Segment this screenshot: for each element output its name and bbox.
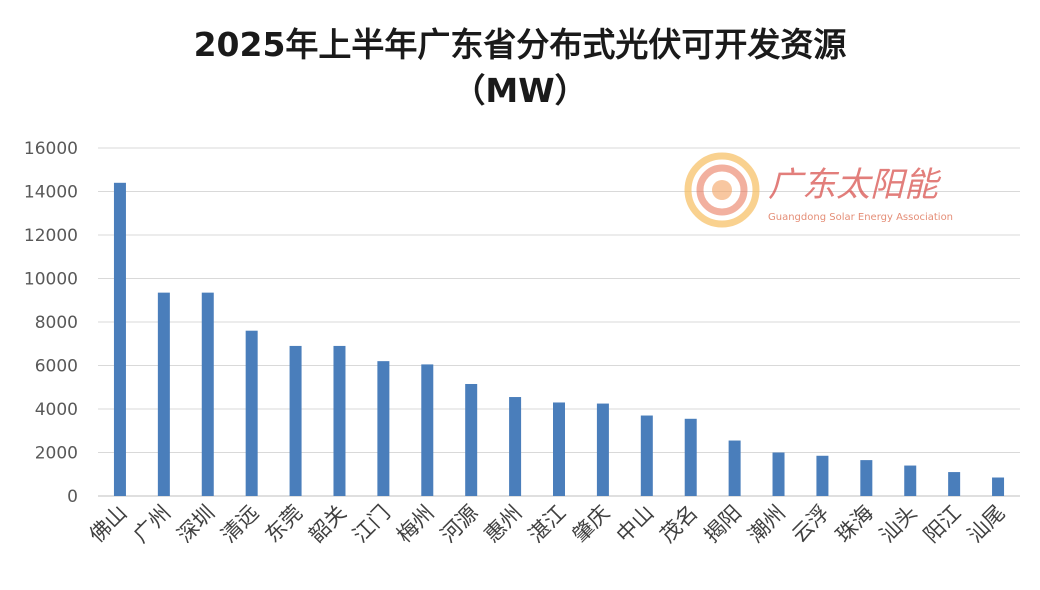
x-tick-label: 云浮 [787, 501, 834, 548]
bar-15 [772, 452, 785, 496]
x-tick-label: 佛山 [85, 501, 132, 548]
bar-8 [465, 383, 478, 496]
x-axis: 佛山广州深圳清远东莞韶关江门梅州河源惠州湛江肇庆中山茂名揭阳潮州云浮珠海汕头阳江… [85, 501, 1010, 548]
bar-1 [157, 292, 170, 496]
x-tick-label: 茂名 [656, 501, 703, 548]
x-tick-label: 潮州 [743, 501, 790, 548]
y-tick-label: 2000 [35, 444, 78, 464]
x-tick-label: 珠海 [831, 501, 878, 548]
x-tick-label: 韶关 [304, 501, 351, 548]
bar-11 [596, 403, 609, 496]
y-tick-label: 6000 [35, 357, 78, 377]
chart-title-line2: （MW） [452, 71, 588, 110]
x-tick-label: 河源 [436, 501, 483, 548]
bar-0 [113, 182, 126, 497]
bar-19 [948, 472, 961, 496]
x-tick-label: 江门 [348, 501, 395, 548]
bars [113, 182, 1005, 497]
y-tick-label: 14000 [24, 183, 78, 203]
x-tick-label: 中山 [612, 501, 659, 548]
bar-6 [377, 361, 390, 496]
bar-3 [245, 330, 258, 496]
x-tick-label: 汕尾 [963, 501, 1010, 548]
bar-7 [421, 364, 434, 496]
x-tick-label: 湛江 [524, 501, 571, 548]
bar-9 [509, 397, 522, 496]
y-tick-label: 4000 [35, 400, 78, 420]
y-tick-label: 0 [67, 487, 78, 507]
x-tick-label: 惠州 [480, 501, 527, 548]
bar-13 [684, 418, 697, 496]
bar-16 [816, 455, 829, 496]
x-tick-label: 肇庆 [568, 501, 615, 548]
x-tick-label: 揭阳 [699, 501, 746, 548]
x-tick-label: 阳江 [919, 501, 966, 548]
bar-20 [992, 477, 1005, 496]
x-tick-label: 广州 [129, 501, 176, 548]
y-tick-label: 12000 [24, 226, 78, 246]
bar-2 [201, 292, 214, 496]
y-tick-label: 8000 [35, 313, 78, 333]
x-tick-label: 梅州 [392, 501, 439, 548]
bar-4 [289, 345, 302, 496]
y-tick-label: 10000 [24, 270, 78, 290]
sun-logo-icon [684, 152, 760, 228]
y-axis: 0 2000 4000 6000 8000 10000 12000 14000 16000 [24, 139, 78, 507]
bar-10 [553, 402, 565, 496]
chart-title-line1: 2025年上半年广东省分布式光伏可开发资源 [193, 25, 847, 64]
watermark-logo: 广东太阳能 Guangdong Solar Energy Association [684, 152, 953, 228]
watermark-subtitle: Guangdong Solar Energy Association [768, 212, 953, 223]
bar-12 [640, 415, 653, 496]
x-tick-label: 深圳 [173, 501, 220, 548]
bar-17 [860, 460, 873, 496]
x-tick-label: 汕头 [875, 501, 922, 548]
x-tick-label: 清远 [217, 501, 264, 548]
x-tick-label: 东莞 [260, 501, 307, 548]
watermark-name: 广东太阳能 [768, 165, 942, 205]
bar-18 [904, 465, 917, 496]
bar-14 [728, 440, 741, 496]
y-tick-label: 16000 [24, 139, 78, 159]
bar-5 [333, 345, 346, 496]
